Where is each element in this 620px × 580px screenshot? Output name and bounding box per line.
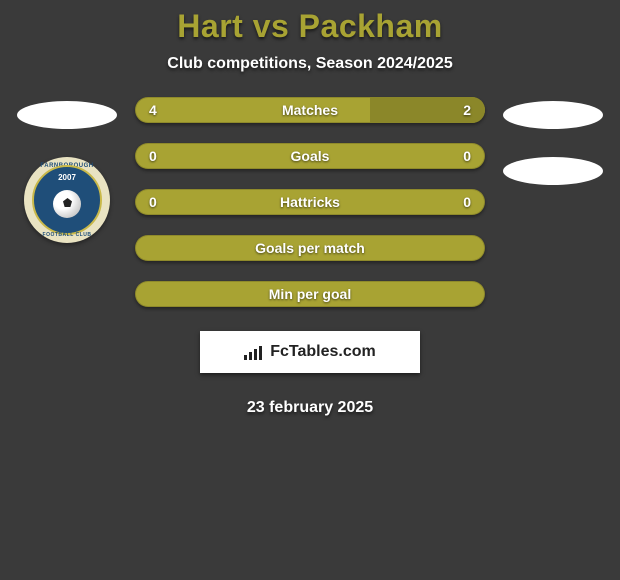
player-photo-left-placeholder bbox=[17, 101, 117, 129]
stat-right-value: 2 bbox=[463, 102, 471, 118]
soccer-ball-icon bbox=[53, 190, 81, 218]
title: Hart vs Packham bbox=[0, 8, 620, 45]
infographic-root: Hart vs Packham Club competitions, Seaso… bbox=[0, 0, 620, 417]
stat-bar-matches: 4Matches2 bbox=[135, 97, 485, 123]
stat-bar-hattricks: 0Hattricks0 bbox=[135, 189, 485, 215]
snapshot-date: 23 february 2025 bbox=[135, 399, 485, 417]
crest-inner: 2007 bbox=[32, 165, 102, 235]
brand-text: FcTables.com bbox=[270, 343, 376, 361]
main-row: FARNBOROUGH 2007 FOOTBALL CLUB 4Matches2… bbox=[0, 97, 620, 417]
stat-bar-goals-per-match: Goals per match bbox=[135, 235, 485, 261]
stat-label: Min per goal bbox=[135, 286, 485, 302]
stat-label: Goals per match bbox=[135, 240, 485, 256]
bars-chart-icon bbox=[244, 344, 264, 360]
stat-bar-goals: 0Goals0 bbox=[135, 143, 485, 169]
stat-right-value: 0 bbox=[463, 194, 471, 210]
crest-text-bottom: FOOTBALL CLUB bbox=[24, 232, 110, 238]
right-side-column bbox=[503, 97, 603, 185]
club-crest-left: FARNBOROUGH 2007 FOOTBALL CLUB bbox=[24, 157, 110, 243]
stat-label: Matches bbox=[135, 102, 485, 118]
stats-column: 4Matches20Goals00Hattricks0Goals per mat… bbox=[135, 97, 485, 417]
brand-box: FcTables.com bbox=[200, 331, 420, 373]
stat-label: Hattricks bbox=[135, 194, 485, 210]
stat-bar-min-per-goal: Min per goal bbox=[135, 281, 485, 307]
stat-label: Goals bbox=[135, 148, 485, 164]
left-side-column: FARNBOROUGH 2007 FOOTBALL CLUB bbox=[17, 97, 117, 243]
club-crest-right-placeholder bbox=[503, 157, 603, 185]
subtitle: Club competitions, Season 2024/2025 bbox=[0, 55, 620, 73]
player-photo-right-placeholder bbox=[503, 101, 603, 129]
stat-right-value: 0 bbox=[463, 148, 471, 164]
crest-year: 2007 bbox=[34, 173, 100, 182]
